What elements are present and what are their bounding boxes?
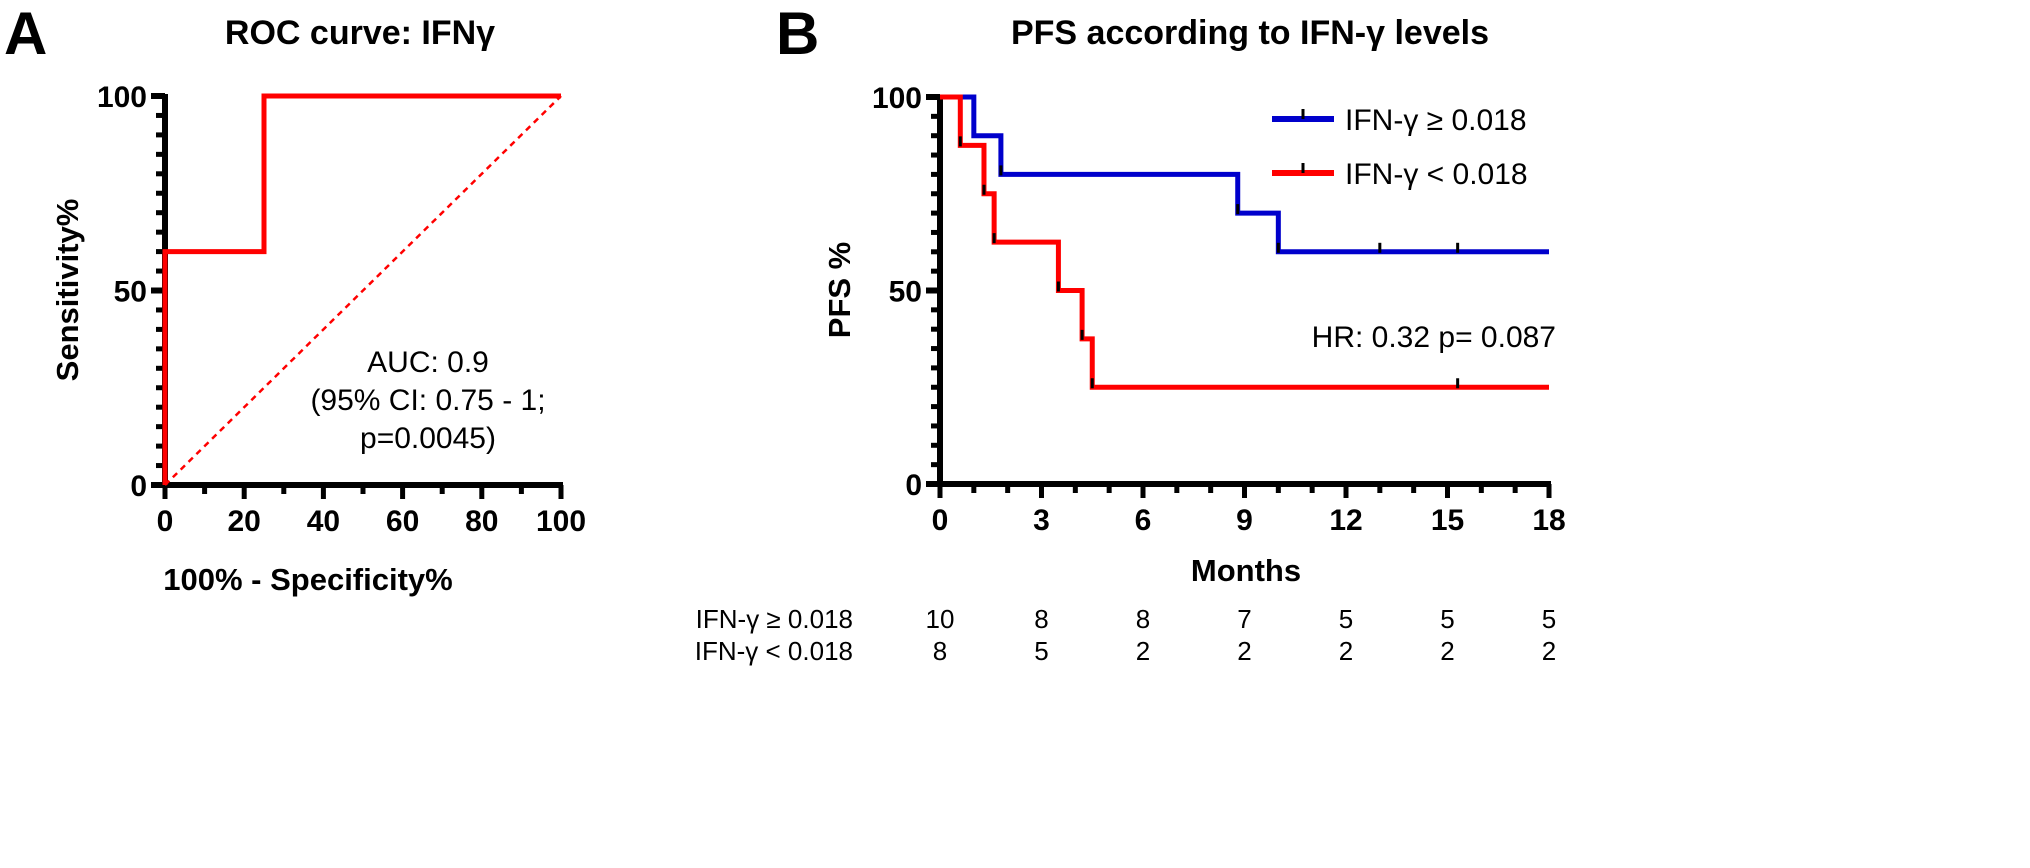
panel-b-km-line-low (940, 94, 1549, 390)
panel-b-ylabel: PFS % (822, 242, 857, 338)
panel-b-hr-annotation: HR: 0.32 p= 0.087 (1312, 321, 1556, 354)
risk-table-cell: 5 (1034, 636, 1048, 666)
panel-a-x-tick-label: 80 (465, 505, 498, 538)
risk-table-cell: 5 (1542, 604, 1556, 634)
panel-b-y-tick-label: 50 (889, 276, 922, 309)
panel-b-x-tick-labels: 0 3 6 9 12 15 18 (932, 504, 1566, 537)
risk-table-cell: 8 (1136, 604, 1150, 634)
risk-table-cell: 8 (1034, 604, 1048, 634)
panel-a-series (162, 93, 562, 486)
panel-b-axes (926, 94, 1552, 498)
risk-table-cell: 2 (1440, 636, 1454, 666)
panel-a-x-tick-label: 0 (157, 505, 174, 538)
panel-a-y-tick-labels: 0 50 100 (97, 81, 147, 503)
risk-table-cell: 7 (1237, 604, 1251, 634)
panel-b-x-tick-label: 3 (1033, 504, 1050, 537)
panel-a-y-tick-label: 50 (114, 276, 147, 309)
panel-a-y-tick-label: 100 (97, 81, 147, 114)
risk-table-cell: 2 (1136, 636, 1150, 666)
panel-b-legend: IFN-γ ≥ 0.018 IFN-γ < 0.018 (1272, 104, 1528, 191)
risk-row-label-low: IFN-γ < 0.018 (695, 636, 853, 666)
risk-table-cell: 5 (1440, 604, 1454, 634)
panel-a-x-tick-labels: 0 20 40 60 80 100 (157, 505, 586, 538)
panel-b-y-tick-label: 100 (872, 82, 922, 115)
panel-b-pfs: B PFS according to IFN-γ levels PFS % Mo… (695, 0, 1566, 666)
panel-b-letter: B (776, 0, 819, 67)
panel-a-xlabel: 100% - Specificity% (163, 562, 452, 597)
risk-table-cell: 8 (933, 636, 947, 666)
panel-a-x-tick-label: 20 (228, 505, 261, 538)
panel-b-series (940, 94, 1549, 390)
panel-a-ylabel: Sensitivity% (50, 199, 85, 382)
panel-b-x-tick-label: 18 (1532, 504, 1565, 537)
panel-b-x-tick-label: 12 (1329, 504, 1362, 537)
panel-a-x-tick-label: 40 (307, 505, 340, 538)
panel-b-title: PFS according to IFN-γ levels (1011, 14, 1489, 52)
legend-label-low: IFN-γ < 0.018 (1345, 158, 1528, 191)
panel-b-x-tick-label: 15 (1431, 504, 1464, 537)
risk-table-cell: 2 (1237, 636, 1251, 666)
panel-a-title: ROC curve: IFNγ (225, 14, 495, 52)
panel-b-x-tick-label: 9 (1236, 504, 1253, 537)
panel-a-reference-line (164, 95, 562, 486)
risk-row-label-high: IFN-γ ≥ 0.018 (696, 604, 853, 634)
panel-a-roc-line (162, 93, 561, 485)
panel-a-x-tick-label: 60 (386, 505, 419, 538)
legend-label-high: IFN-γ ≥ 0.018 (1345, 104, 1527, 137)
panel-b-xlabel: Months (1191, 553, 1301, 588)
risk-table: IFN-γ ≥ 0.018 IFN-γ < 0.018 10 8 8 7 5 5 58 5 2 2… (695, 604, 1556, 666)
panel-a-auc-line3: p=0.0045) (360, 422, 496, 455)
panel-b-y-tick-label: 0 (905, 469, 922, 502)
panel-b-y-tick-labels: 0 50 100 (872, 82, 922, 502)
risk-table-cell: 2 (1542, 636, 1556, 666)
panel-a-roc: A ROC curve: IFNγ Sensitivity% 100% - Sp… (4, 0, 586, 597)
panel-b-x-tick-label: 0 (932, 504, 949, 537)
risk-table-cell: 10 (926, 604, 955, 634)
panel-a-letter: A (4, 0, 47, 67)
panel-a-auc-line2: (95% CI: 0.75 - 1; (310, 384, 545, 417)
panel-a-x-tick-label: 100 (536, 505, 586, 538)
panel-b-x-tick-label: 6 (1135, 504, 1152, 537)
panel-a-y-tick-label: 0 (130, 470, 147, 503)
panel-b-km-line-high (940, 94, 1549, 255)
risk-table-cell: 5 (1339, 604, 1353, 634)
panel-a-auc-line1: AUC: 0.9 (367, 346, 489, 379)
risk-table-cell: 2 (1339, 636, 1353, 666)
risk-values: 10 8 8 7 5 5 58 5 2 2 2 2 2 (926, 604, 1557, 666)
